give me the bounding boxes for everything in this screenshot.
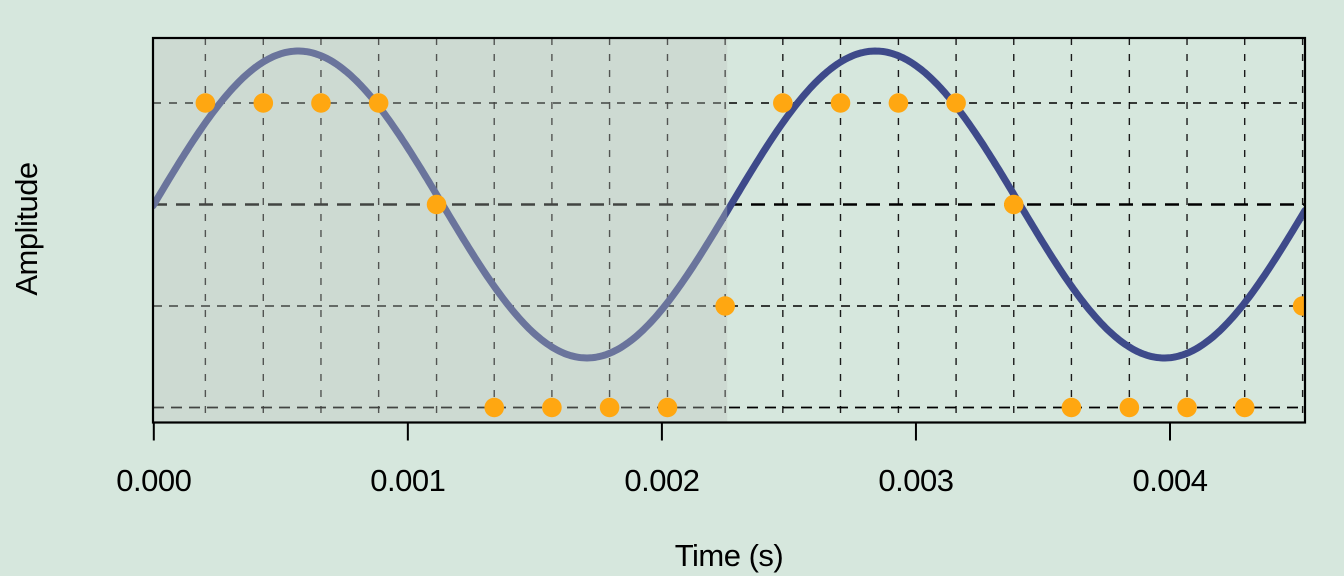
y-axis-label: Amplitude (9, 162, 44, 296)
plot-border (151, 36, 1307, 424)
x-tick-label: 0.001 (370, 463, 445, 498)
x-axis-ticks: 0.000 0.001 0.002 0.003 0.004 (116, 422, 1208, 498)
highlight-first-period (153, 38, 728, 423)
x-axis-label: Time (s) (674, 538, 784, 573)
sample-dot (484, 397, 505, 418)
x-tick-label: 0.002 (624, 463, 699, 498)
sample-dot (773, 93, 793, 113)
sample-dot (542, 397, 562, 418)
sample-dot (946, 93, 966, 113)
sample-dot (426, 194, 447, 215)
sample-dot (830, 93, 851, 113)
sample-dot (599, 397, 620, 418)
sample-dot (253, 93, 274, 113)
sample-dot (311, 93, 331, 113)
sample-dot (368, 93, 389, 113)
sample-dot (1119, 397, 1140, 418)
x-tick-label: 0.000 (116, 463, 191, 498)
sample-dots (195, 93, 1305, 418)
sample-dot (715, 296, 735, 316)
sample-dot (1292, 296, 1305, 316)
sample-dot (1003, 194, 1024, 215)
sample-dot (1234, 397, 1255, 418)
sample-dot (195, 93, 216, 113)
sine-curve (153, 47, 1305, 362)
x-tick-label: 0.003 (878, 463, 953, 498)
sample-dot (1177, 397, 1197, 418)
sample-dot (1061, 397, 1082, 418)
sample-dot (888, 93, 909, 113)
x-tick-label: 0.004 (1132, 463, 1207, 498)
sample-dot (657, 397, 678, 418)
